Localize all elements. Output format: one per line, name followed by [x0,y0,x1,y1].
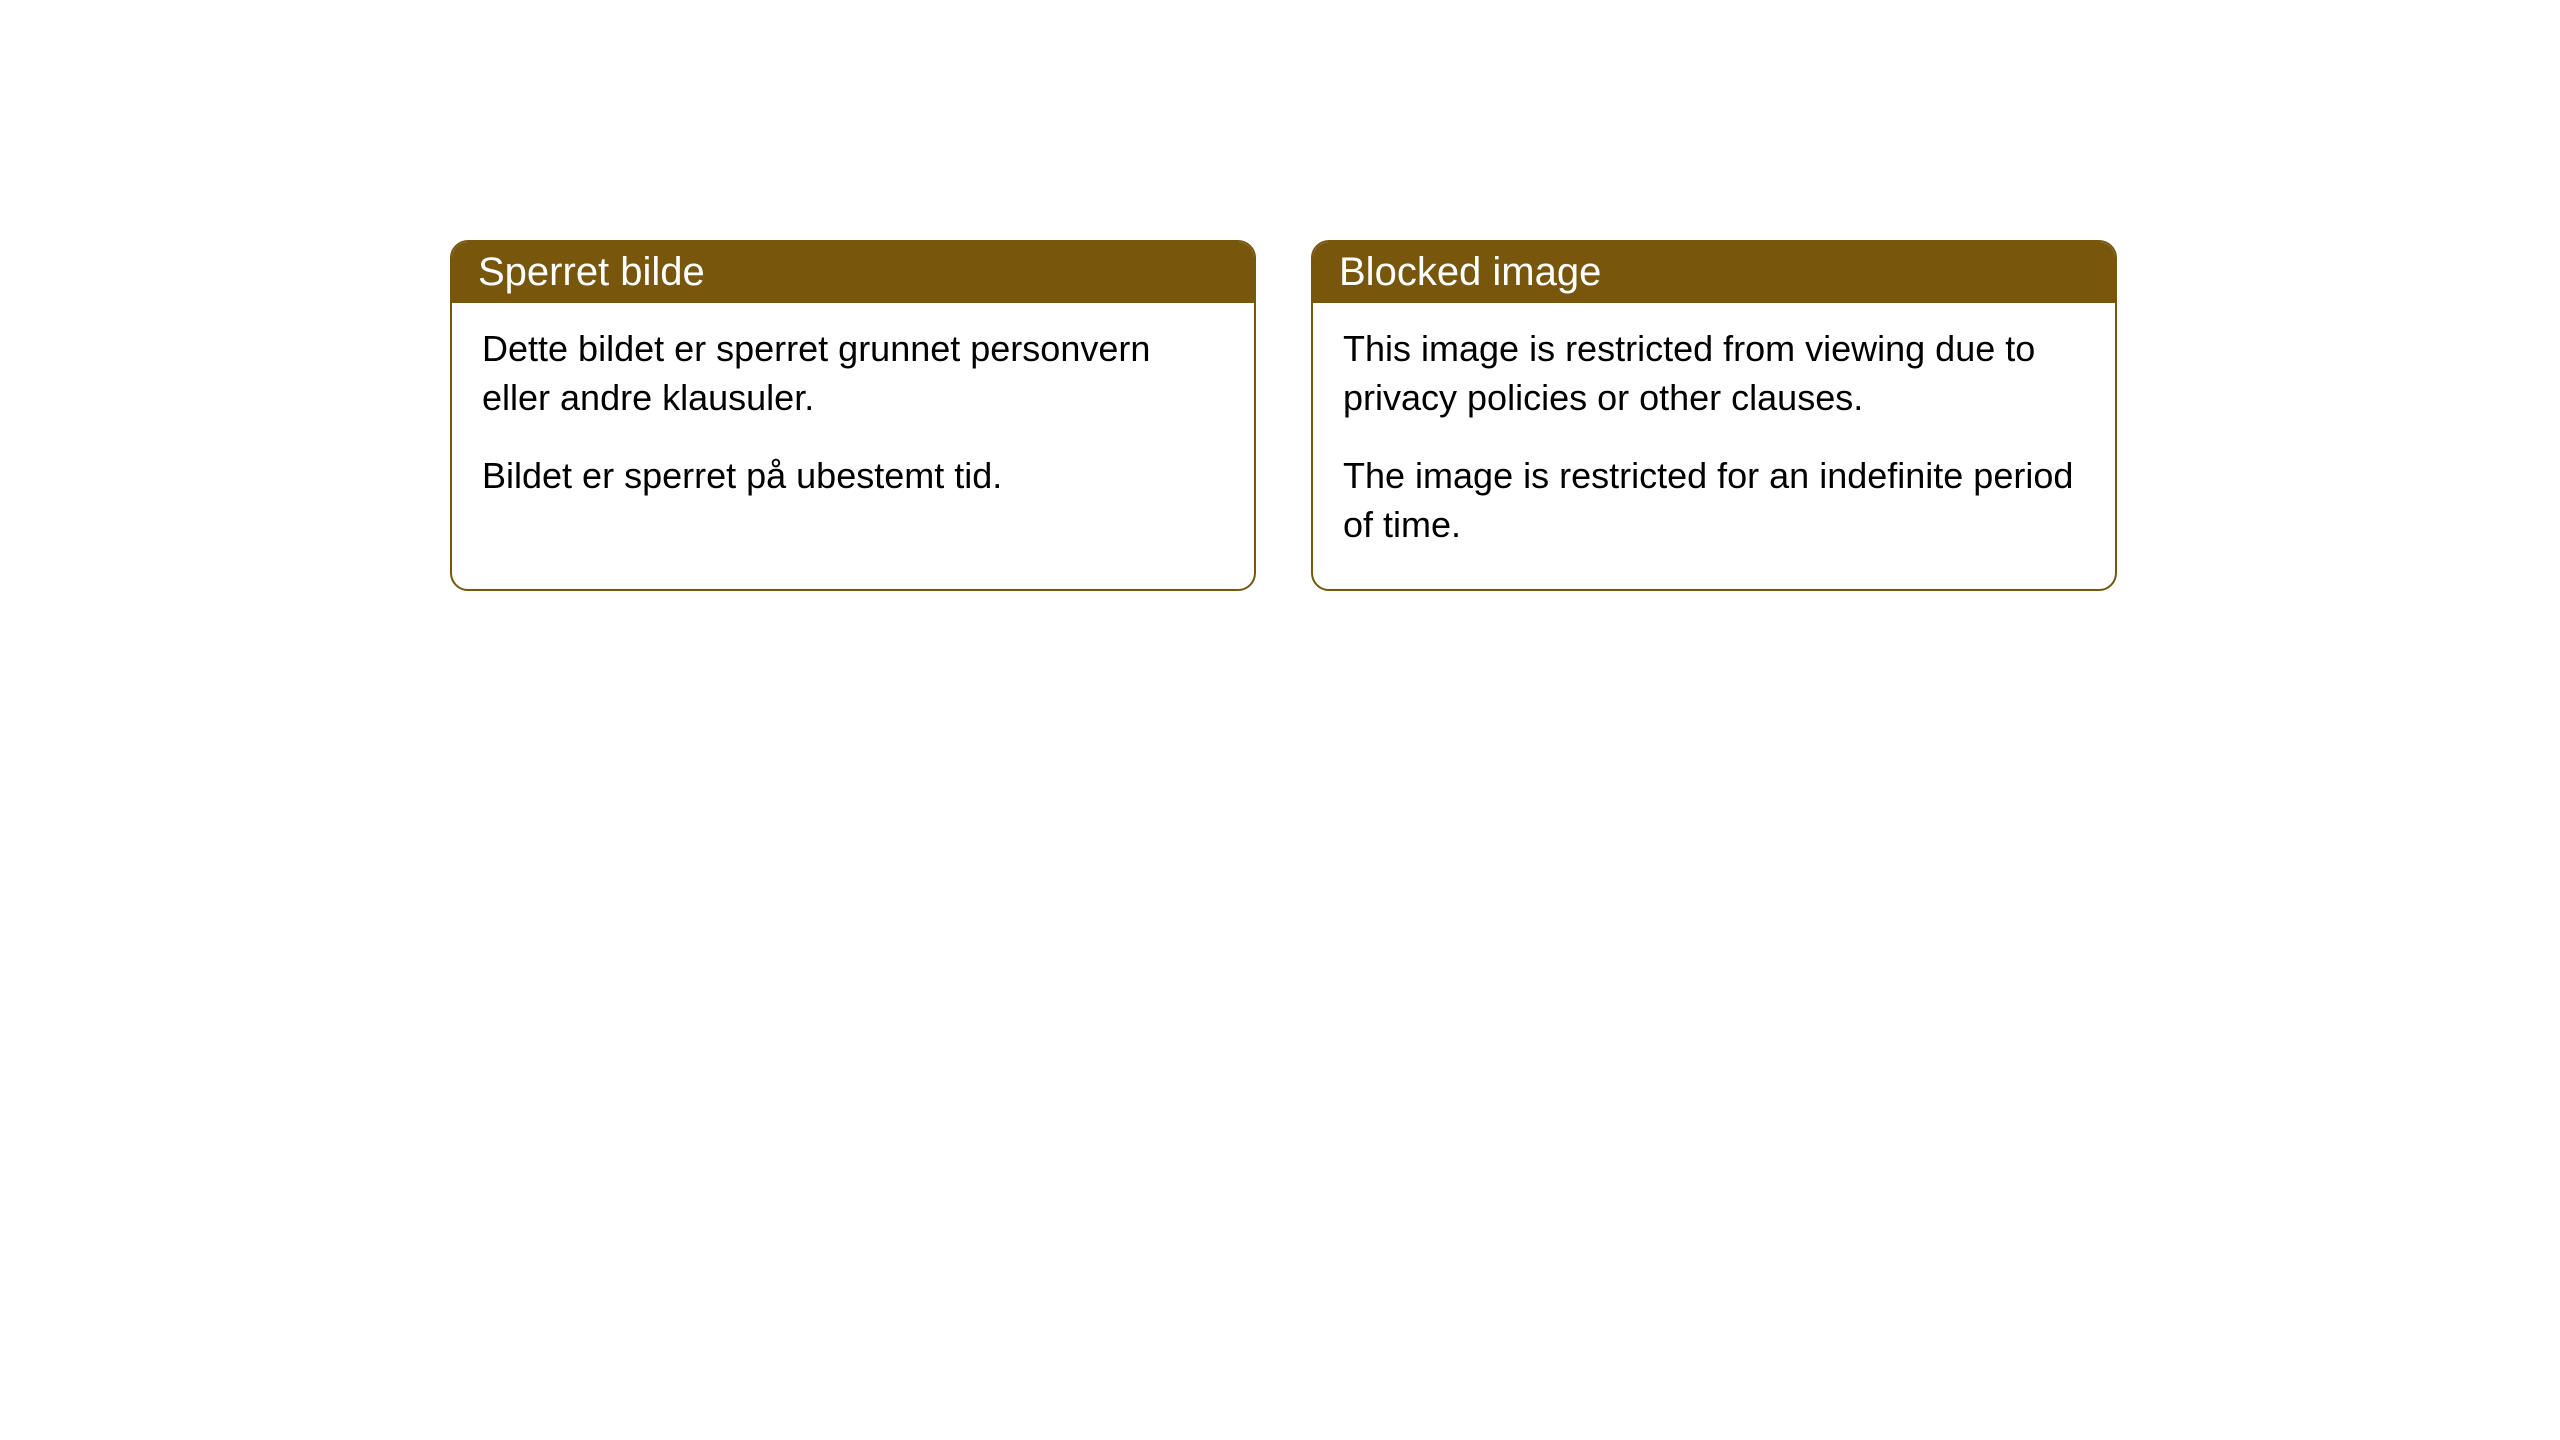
card-paragraph-2: Bildet er sperret på ubestemt tid. [482,452,1224,501]
card-paragraph-1: This image is restricted from viewing du… [1343,325,2085,422]
card-paragraph-1: Dette bildet er sperret grunnet personve… [482,325,1224,422]
card-title: Sperret bilde [478,250,705,294]
card-body: This image is restricted from viewing du… [1313,303,2115,589]
card-paragraph-2: The image is restricted for an indefinit… [1343,452,2085,549]
card-title: Blocked image [1339,250,1601,294]
blocked-image-card-english: Blocked image This image is restricted f… [1311,240,2117,591]
notice-cards-container: Sperret bilde Dette bildet er sperret gr… [450,240,2117,591]
card-body: Dette bildet er sperret grunnet personve… [452,303,1254,541]
card-header: Blocked image [1313,242,2115,303]
card-header: Sperret bilde [452,242,1254,303]
blocked-image-card-norwegian: Sperret bilde Dette bildet er sperret gr… [450,240,1256,591]
